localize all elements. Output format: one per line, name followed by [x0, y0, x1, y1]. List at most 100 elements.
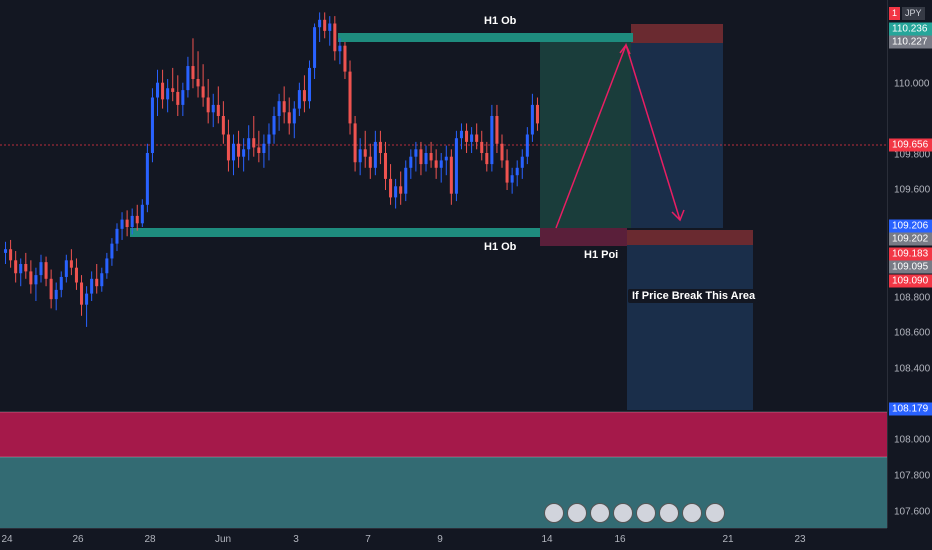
candle-body [166, 88, 170, 100]
event-flag-icon[interactable] [567, 503, 587, 523]
supply-zone-band [0, 412, 887, 457]
candle-body [333, 23, 337, 52]
candle-body [145, 153, 149, 205]
time-tick-label: 24 [1, 534, 13, 545]
candle-body [470, 134, 474, 142]
candle-body [277, 101, 281, 116]
time-tick-label: 9 [437, 534, 443, 545]
event-flag-icon[interactable] [705, 503, 725, 523]
candle-body [495, 116, 499, 144]
price-tag[interactable]: 108.179 [889, 402, 932, 416]
candle-body [9, 249, 13, 261]
candle-body [19, 264, 23, 274]
breakout-stop-area [627, 230, 753, 245]
candle-body [196, 79, 200, 87]
price-tag[interactable]: 109.183 [889, 247, 932, 261]
candle-body [424, 153, 428, 165]
candle-body [257, 147, 261, 153]
time-tick-label: 28 [144, 534, 156, 545]
candle-body [90, 278, 94, 294]
candle-body [439, 160, 443, 168]
price-tick-label: 110.000 [894, 78, 930, 90]
price-tag[interactable]: 110.227 [889, 35, 932, 49]
candle-body [444, 156, 448, 161]
candle-body [181, 90, 185, 105]
annotation-label[interactable]: H1 Ob [480, 240, 521, 254]
candle-body [206, 97, 210, 113]
price-tick-label: 107.800 [894, 470, 931, 482]
candle-body [419, 149, 423, 165]
candle-body [29, 271, 33, 285]
candle-body [150, 97, 154, 153]
candle-body [525, 134, 529, 157]
time-tick-label: Jun [214, 534, 232, 545]
candle-body [434, 160, 438, 168]
candle-body [201, 86, 205, 98]
candle-body [4, 249, 8, 253]
order-block-upper [338, 33, 633, 42]
candle-body [520, 156, 524, 168]
price-tick-label: 107.600 [894, 506, 931, 518]
price-tag[interactable]: 109.090 [889, 274, 932, 288]
candle-body [353, 123, 357, 163]
candle-body [535, 104, 539, 124]
candle-body [338, 45, 342, 52]
candle-body [231, 143, 236, 161]
annotation-label[interactable]: H1 Poi [580, 248, 623, 262]
candle-body [323, 19, 327, 31]
time-tick-label: 21 [722, 534, 734, 545]
price-tag[interactable]: 109.656 [889, 138, 932, 152]
annotation-label[interactable]: If Price Break This Area [628, 289, 760, 303]
candle-body [414, 149, 418, 157]
event-flag-icon[interactable] [613, 503, 633, 523]
time-tick-label: 16 [614, 534, 626, 545]
candle-body [383, 153, 388, 179]
price-tick-label: 109.800 [894, 149, 931, 161]
price-tag[interactable]: 110.236 [889, 22, 932, 36]
candle-body [343, 45, 347, 72]
economic-events-bar[interactable] [544, 503, 725, 523]
event-flag-icon[interactable] [636, 503, 656, 523]
candle-body [267, 134, 271, 144]
order-block-lower [130, 228, 540, 237]
candle-body [459, 130, 463, 139]
poi-zone [540, 228, 627, 246]
price-tag[interactable]: 109.206 [889, 219, 932, 233]
candle-body [262, 143, 266, 153]
candle-body [454, 138, 458, 194]
candle-body [307, 67, 312, 102]
price-tag[interactable]: 109.095 [889, 260, 932, 274]
event-flag-icon[interactable] [659, 503, 679, 523]
candle-body [318, 19, 322, 28]
candle-body [302, 90, 306, 102]
symbol-badge: 1 JPY [889, 7, 925, 20]
event-flag-icon[interactable] [682, 503, 702, 523]
candle-body [69, 260, 73, 268]
short-position-target-area [631, 43, 723, 228]
breakout-target-area [627, 245, 753, 410]
candle-body [515, 167, 519, 176]
price-tick-label: 108.000 [894, 434, 931, 446]
candle-body [64, 260, 68, 277]
price-chart-canvas[interactable] [0, 0, 887, 528]
price-tag[interactable]: 109.202 [889, 232, 932, 246]
candle-body [59, 276, 63, 290]
candle-body [14, 260, 18, 274]
candle-body [282, 101, 286, 113]
candle-body [95, 278, 99, 287]
time-tick-label: 14 [541, 534, 553, 545]
candle-body [429, 153, 433, 161]
candle-body [328, 23, 332, 31]
candle-body [399, 186, 403, 194]
price-axis[interactable]: 110.000 109.800 109.600 108.800 108.600 108.4… [887, 0, 932, 528]
event-flag-icon[interactable] [544, 503, 564, 523]
candle-body [475, 134, 479, 142]
time-axis[interactable]: 24 26 28 Jun 3 7 9 14 16 21 23 [0, 528, 887, 550]
annotation-label[interactable]: H1 Ob [480, 14, 521, 28]
candle-body [120, 219, 124, 229]
arrow-head-icon [619, 43, 631, 55]
candle-body [247, 138, 251, 150]
candle-body [171, 88, 175, 92]
event-flag-icon[interactable] [590, 503, 610, 523]
